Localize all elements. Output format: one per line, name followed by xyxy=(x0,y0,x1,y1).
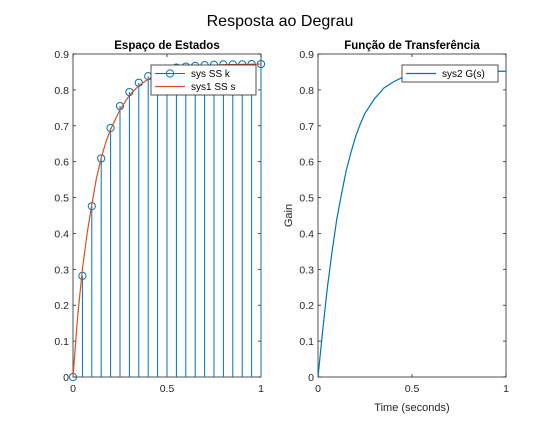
y-tick-label: 0.7 xyxy=(299,121,314,133)
y-tick-label: 0.4 xyxy=(54,228,69,240)
y-tick-label: 0.1 xyxy=(54,336,69,348)
y-tick-label: 0 xyxy=(63,372,69,384)
stem-marker xyxy=(106,123,115,133)
x-tick-label: 1 xyxy=(258,383,264,395)
axes-box xyxy=(317,53,507,378)
axes-title: Função de Transferência xyxy=(344,40,480,52)
y-tick-label: 0.6 xyxy=(54,157,69,169)
legend-box xyxy=(401,64,499,83)
y-tick-label: 0.9 xyxy=(299,49,314,61)
legend-label: sys2 G(s) xyxy=(442,69,485,80)
legend: sys2 G(s) xyxy=(401,64,499,83)
stem-marker xyxy=(97,154,106,163)
legend-marker xyxy=(165,69,175,78)
legend-label: sys SS k xyxy=(191,69,231,80)
x-tick-label: 0 xyxy=(315,383,321,395)
y-tick-label: 0.8 xyxy=(299,85,314,97)
y-tick-label: 0.5 xyxy=(299,193,314,205)
x-axis-label: Time (seconds) xyxy=(374,402,449,414)
x-tick-label: 0.5 xyxy=(160,383,175,395)
y-tick-label: 0.8 xyxy=(54,85,69,97)
figure-title: Resposta ao Degrau xyxy=(207,13,354,30)
y-tick-label: 0.3 xyxy=(54,264,69,276)
y-axis-label: Gain xyxy=(283,204,295,227)
y-tick-label: 0.6 xyxy=(299,157,314,169)
axes-transfer-function: 0 0.1 0.2 0.3 0.4 0.5 0.6 0.7 0.8 0.9 0 0.5 1 Função … xyxy=(283,40,509,414)
y-tick-label: 0.9 xyxy=(54,49,69,61)
axes-state-space: 0 0.1 0.2 0.3 0.4 0.5 0.6 0.7 0.8 0.9 0 0.5 1 Espaço … xyxy=(54,40,266,395)
y-tick-label: 0.7 xyxy=(54,121,69,133)
y-tick-label: 0.5 xyxy=(54,193,69,205)
y-tick-label: 0 xyxy=(308,372,314,384)
x-tick-label: 0.5 xyxy=(405,383,420,395)
y-tick-label: 0.2 xyxy=(299,300,314,312)
y-tick-label: 0.2 xyxy=(54,300,69,312)
y-tick-label: 0.3 xyxy=(299,264,314,276)
x-tick-label: 0 xyxy=(70,383,76,395)
x-tick-label: 1 xyxy=(503,383,509,395)
y-tick-label: 0.4 xyxy=(299,228,314,240)
axes-title: Espaço de Estados xyxy=(114,40,219,52)
legend-label: sys1 SS s xyxy=(191,82,235,93)
y-tick-label: 0.1 xyxy=(299,336,314,348)
legend: sys SS k sys1 SS s xyxy=(150,64,257,96)
